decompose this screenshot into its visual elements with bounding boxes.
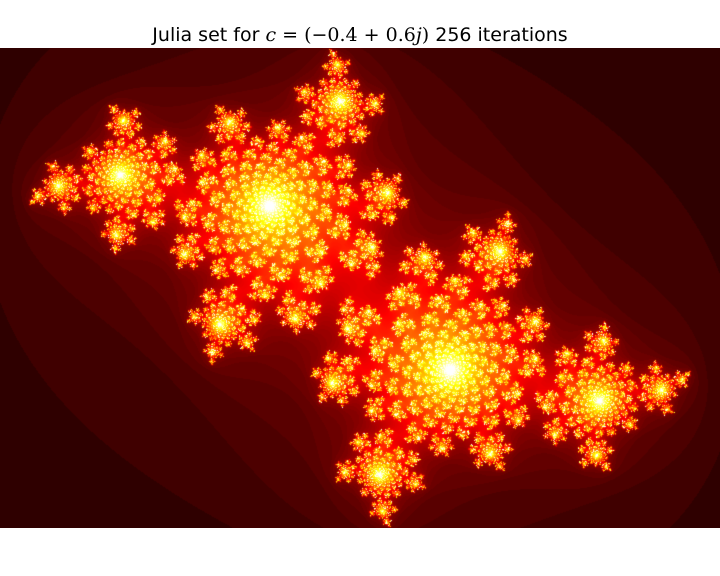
julia-fractal-image <box>0 48 720 528</box>
title-prefix: Julia set for <box>152 24 266 46</box>
title-j-variable: j <box>415 24 422 46</box>
title-value-close: ) <box>421 24 430 46</box>
title-suffix: 256 iterations <box>429 24 568 46</box>
plot-title: Julia set for c = (−0.4 + 0.6j) 256 iter… <box>0 22 720 48</box>
title-c-variable: c <box>265 24 277 46</box>
title-value-open: (−0.4 + 0.6 <box>304 24 416 46</box>
title-equals: = <box>276 24 305 46</box>
julia-plot-area <box>0 48 720 528</box>
